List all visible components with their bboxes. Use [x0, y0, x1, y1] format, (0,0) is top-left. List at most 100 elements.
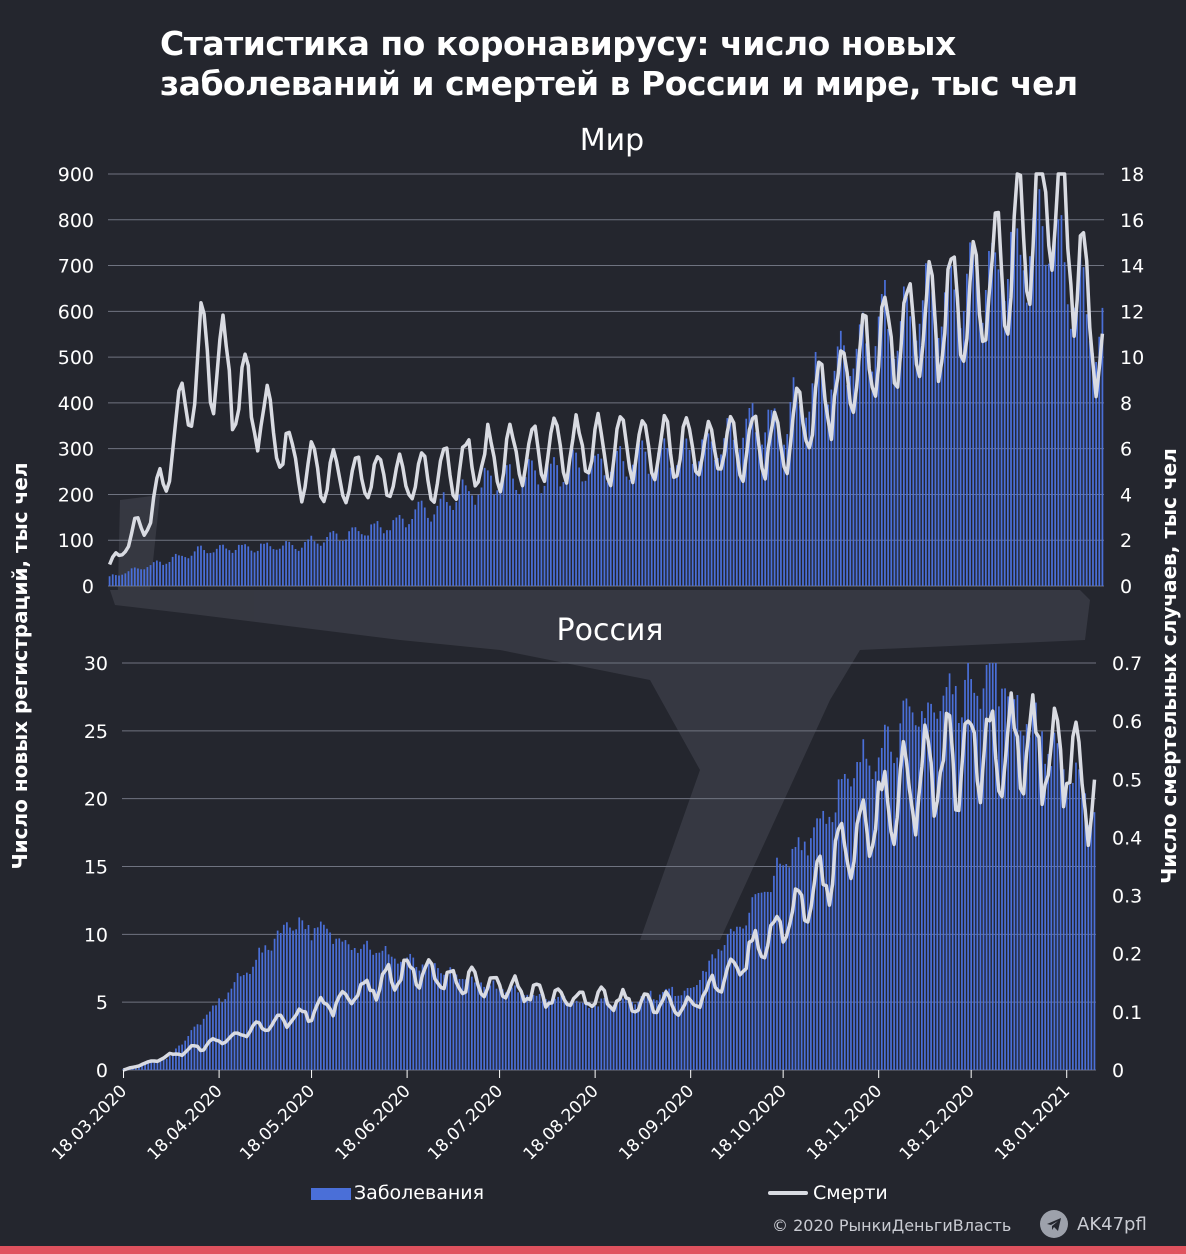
bar	[153, 1061, 156, 1070]
chart-title: Статистика по коронавирусу: число новых …	[160, 24, 1120, 104]
bar	[540, 493, 543, 586]
bar	[572, 1002, 575, 1070]
bar	[729, 421, 732, 586]
bar	[834, 812, 837, 1070]
bar	[680, 995, 683, 1070]
bar	[1087, 825, 1090, 1070]
bar	[702, 970, 704, 1070]
bar	[480, 982, 482, 1070]
bar	[458, 978, 461, 1070]
left-tick-label: 800	[58, 210, 94, 232]
bar	[921, 711, 923, 1070]
bar	[653, 471, 656, 586]
bar	[843, 774, 846, 1070]
x-tick-label: 18.03.2020	[48, 1081, 131, 1164]
bar	[1031, 713, 1034, 1070]
bar	[739, 926, 741, 1070]
bar	[984, 289, 987, 586]
bar	[553, 457, 555, 586]
bar	[1082, 267, 1085, 586]
bar	[1010, 231, 1012, 586]
bar	[529, 999, 532, 1070]
bar	[504, 992, 507, 1070]
bar	[138, 1065, 140, 1070]
panel-title: Мир	[580, 123, 644, 158]
bar	[590, 463, 593, 586]
bar	[780, 438, 782, 586]
bar	[699, 979, 701, 1070]
bar	[1072, 782, 1074, 1070]
bar	[859, 762, 862, 1070]
bar	[403, 961, 405, 1070]
bar	[408, 524, 410, 586]
bar	[572, 449, 574, 586]
right-tick-label: 0.6	[1112, 711, 1142, 733]
bar	[773, 875, 775, 1070]
bar	[637, 1001, 640, 1070]
bar	[934, 325, 937, 586]
bar	[1076, 291, 1079, 586]
bar	[133, 567, 136, 586]
bar	[111, 574, 114, 586]
bar	[1085, 314, 1088, 586]
bar	[563, 996, 566, 1070]
bar	[1057, 219, 1060, 587]
right-tick-label: 10	[1120, 347, 1144, 369]
left-tick-label: 500	[58, 347, 94, 369]
bar	[239, 976, 242, 1070]
bar	[250, 550, 253, 586]
bar	[137, 568, 139, 586]
bar	[786, 434, 789, 586]
bar	[862, 312, 864, 586]
bar	[218, 998, 220, 1070]
bar	[531, 460, 533, 586]
telegram-icon[interactable]	[1040, 1210, 1068, 1238]
bar	[124, 573, 127, 586]
bar	[732, 931, 735, 1070]
bar	[159, 561, 161, 586]
bar	[304, 541, 306, 586]
bar	[893, 358, 896, 586]
bar	[370, 524, 373, 586]
bar	[588, 1007, 590, 1070]
bar	[720, 454, 722, 586]
bar	[477, 494, 480, 586]
bar	[969, 242, 971, 586]
bar	[464, 485, 467, 586]
bar	[247, 546, 250, 586]
bar	[423, 507, 426, 586]
bar	[855, 348, 858, 586]
bar	[652, 999, 655, 1070]
bar	[212, 552, 215, 586]
bar	[846, 385, 848, 586]
bar	[323, 924, 325, 1070]
bar	[301, 920, 304, 1070]
telegram-handle[interactable]: AK47pfl	[1077, 1214, 1147, 1235]
bar	[1019, 254, 1022, 586]
bar	[502, 470, 505, 586]
bar	[597, 453, 599, 586]
bar	[591, 1008, 593, 1070]
bar	[421, 964, 424, 1070]
bar	[156, 1061, 159, 1070]
bar	[865, 758, 868, 1070]
bar	[168, 1056, 171, 1070]
bar	[950, 266, 952, 586]
bar	[1038, 189, 1041, 586]
bar	[379, 527, 382, 586]
left-axis-label: Число новых регистраций, тыс чел	[8, 462, 32, 869]
bar	[495, 988, 498, 1070]
bar	[783, 444, 785, 586]
bar	[1044, 264, 1047, 586]
bar	[313, 928, 316, 1070]
bar	[351, 527, 354, 586]
bar	[911, 712, 914, 1070]
bar	[400, 961, 402, 1070]
bar	[260, 543, 262, 586]
bar	[1022, 735, 1025, 1070]
bar	[288, 541, 291, 586]
bar	[585, 1002, 587, 1070]
bar	[773, 408, 776, 586]
bar	[745, 418, 748, 586]
bar	[713, 459, 716, 586]
